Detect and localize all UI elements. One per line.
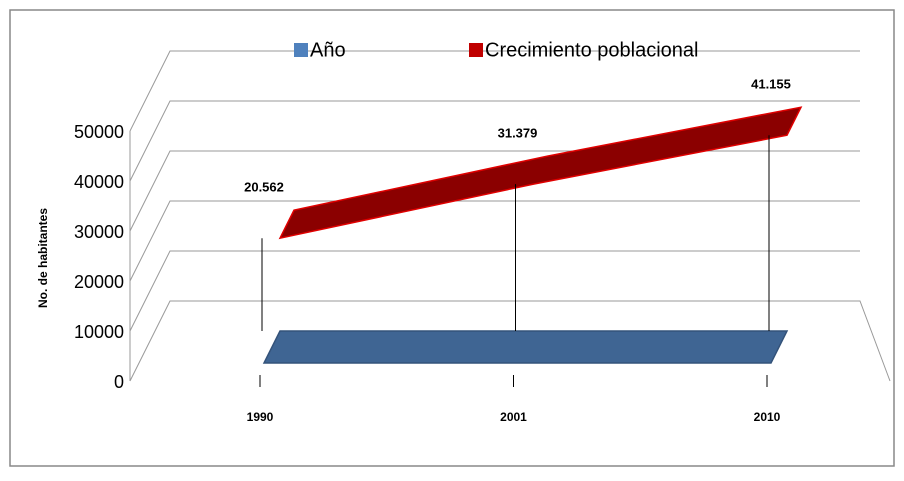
data-label: 41.155 (751, 77, 791, 92)
legend-swatch (294, 43, 308, 57)
x-tick-label: 1990 (247, 410, 274, 424)
y-tick-label: 30000 (74, 222, 124, 242)
data-label: 31.379 (498, 126, 538, 141)
legend-label: Crecimiento poblacional (485, 39, 698, 61)
data-label: 20.562 (244, 180, 284, 195)
series-ribbon (278, 106, 803, 240)
x-tick-label: 2001 (500, 410, 527, 424)
series-ribbon (262, 330, 789, 364)
y-tick-label: 50000 (74, 122, 124, 142)
y-axis-title: No. de habitantes (36, 208, 50, 308)
chart-border (9, 9, 895, 467)
grid-line (129, 50, 860, 132)
x-tick-label: 2010 (754, 410, 781, 424)
legend-label: Año (310, 39, 346, 61)
y-tick-label: 20000 (74, 272, 124, 292)
legend-swatch (469, 43, 483, 57)
grid-line (129, 250, 860, 332)
grid-line (129, 200, 860, 282)
y-tick-label: 40000 (74, 172, 124, 192)
grid-line (129, 100, 860, 182)
y-tick-label: 10000 (74, 322, 124, 342)
y-tick-label: 0 (114, 372, 124, 392)
